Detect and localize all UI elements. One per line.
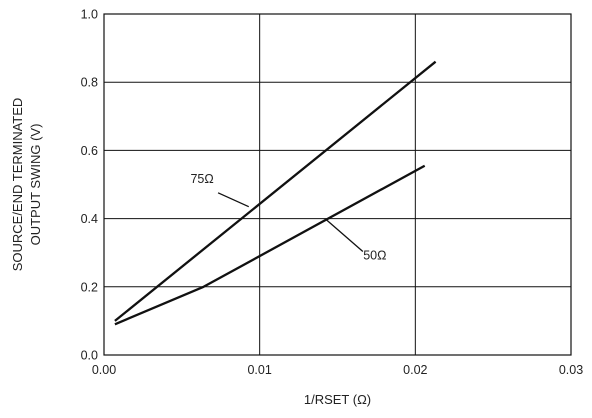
series-line-0 xyxy=(114,60,437,322)
x-tick-label: 0.01 xyxy=(247,363,271,377)
y-tick-label: 0.6 xyxy=(81,144,98,158)
x-tick-label: 0.03 xyxy=(559,363,583,377)
y-tick-label: 0.8 xyxy=(81,76,98,90)
tick-labels: 0.00 0.01 0.02 0.03 0.0 0.2 0.4 0.6 0.8 1.0 xyxy=(81,8,584,378)
y-axis-title-line-2: OUTPUT SWING (V) xyxy=(28,124,43,246)
series-line-1 xyxy=(114,164,426,326)
annotation-leader-1 xyxy=(324,218,364,253)
x-tick-label: 0.00 xyxy=(92,363,116,377)
y-axis-title-line-1: SOURCE/END TERMINATED xyxy=(10,98,25,272)
plot-frame xyxy=(103,13,572,356)
x-tick-label: 0.02 xyxy=(403,363,427,377)
annotation-label-1: 50Ω xyxy=(363,249,386,263)
x-axis-title: 1/RSET (Ω) xyxy=(304,392,371,407)
annotation-leader-0 xyxy=(217,192,250,208)
y-tick-label: 0.2 xyxy=(81,280,98,294)
annotations: 75Ω 50Ω xyxy=(190,172,386,263)
series-lines xyxy=(114,60,437,326)
y-tick-label: 1.0 xyxy=(81,8,98,22)
y-tick-label: 0.0 xyxy=(81,349,98,363)
grid xyxy=(103,13,572,356)
y-tick-label: 0.4 xyxy=(81,212,98,226)
annotation-label-0: 75Ω xyxy=(190,172,213,186)
